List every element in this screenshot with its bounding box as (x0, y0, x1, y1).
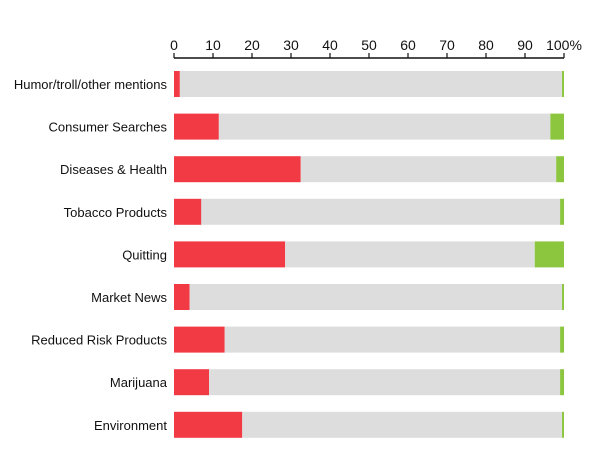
bar-segment-2 (285, 241, 535, 268)
bar-segment-1 (174, 198, 202, 225)
bar-segment-3 (550, 113, 564, 140)
x-tick-label: 0 (170, 37, 178, 53)
bar-segment-1 (174, 71, 180, 97)
x-axis: 0 10 20 30 40 50 60 70 80 90 100% (170, 37, 582, 59)
bar-segment-1 (174, 156, 301, 183)
category-label: Environment (94, 418, 167, 433)
category-label: Tobacco Products (64, 205, 168, 220)
bar-segment-2 (300, 156, 557, 183)
bar-segment-2 (179, 71, 563, 97)
bar-segment-3 (556, 156, 564, 183)
bar-segment-3 (560, 326, 564, 353)
x-tick-label: 80 (478, 37, 494, 53)
bar-segment-1 (174, 369, 210, 396)
bar-segment-3 (562, 411, 564, 438)
category-labels: Humor/troll/other mentions Consumer Searc… (14, 77, 168, 433)
category-label: Humor/troll/other mentions (14, 77, 168, 92)
bar-segment-2 (189, 284, 563, 310)
bar-segment-2 (201, 198, 561, 225)
bar-segment-3 (560, 369, 564, 396)
x-tick-label: 70 (439, 37, 455, 53)
x-tick-label: 40 (322, 37, 338, 53)
bar-segment-3 (562, 284, 564, 310)
bar-segment-1 (174, 411, 243, 438)
x-tick-label: 60 (400, 37, 416, 53)
bar-segment-3 (560, 198, 564, 225)
bar-segment-1 (174, 113, 219, 140)
category-label: Reduced Risk Products (31, 333, 167, 348)
bar-segment-2 (224, 326, 561, 353)
bar-segment-1 (174, 284, 190, 310)
x-tick-label: 10 (205, 37, 221, 53)
category-label: Marijuana (110, 375, 168, 390)
x-tick-label: 30 (283, 37, 299, 53)
bar-segment-2 (242, 411, 563, 438)
bar-segment-2 (209, 369, 561, 396)
bar-segment-3 (562, 71, 564, 97)
x-tick-label: 100% (546, 37, 582, 53)
bar-segment-1 (174, 241, 286, 268)
category-label: Consumer Searches (49, 120, 168, 135)
bar-segment-3 (534, 241, 564, 268)
x-tick-label: 20 (244, 37, 260, 53)
bar-segment-2 (218, 113, 551, 140)
category-label: Market News (91, 290, 167, 305)
x-tick-label: 90 (517, 37, 533, 53)
bar-segment-1 (174, 326, 225, 353)
category-label: Diseases & Health (60, 162, 167, 177)
category-label: Quitting (122, 247, 167, 262)
x-tick-label: 50 (361, 37, 377, 53)
bars (174, 71, 564, 438)
